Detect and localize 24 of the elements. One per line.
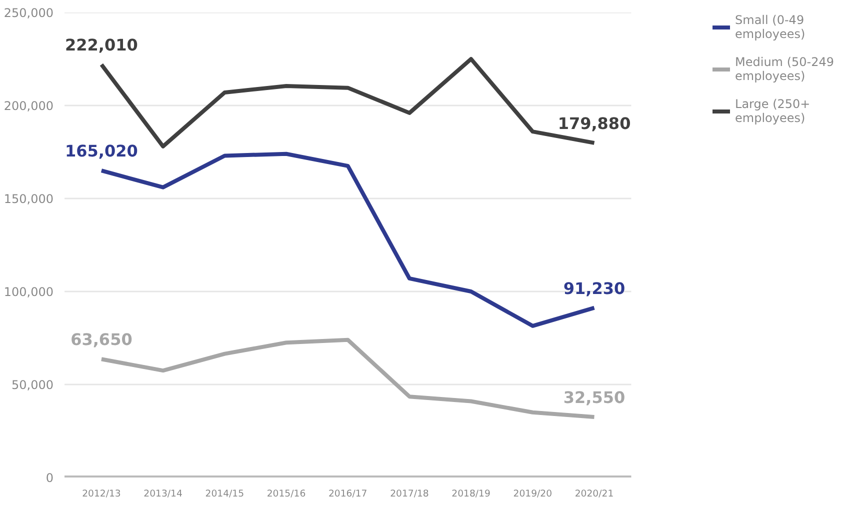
x-tick-label: 2016/17 [328, 488, 368, 500]
y-tick-label: 150,000 [4, 192, 54, 206]
y-tick-label: 250,000 [4, 6, 54, 20]
x-tick-label: 2012/13 [82, 488, 121, 500]
data-label: 91,230 [563, 278, 626, 298]
x-tick-label: 2015/16 [266, 488, 306, 500]
legend-label: Small (0-49 employees) [735, 12, 806, 42]
y-tick-label: 50,000 [12, 378, 54, 392]
data-label: 63,650 [70, 330, 132, 350]
data-label: 179,880 [558, 114, 631, 133]
x-tick-label: 2018/19 [452, 488, 490, 500]
x-tick-label: 2014/15 [205, 488, 244, 500]
legend-label: Medium (50-249 employees) [735, 54, 834, 84]
x-tick-label: 2019/20 [513, 488, 552, 500]
legend-label: Large (250+ employees) [735, 96, 810, 126]
x-tick-label: 2013/14 [144, 488, 182, 500]
y-tick-label: 200,000 [4, 99, 54, 113]
x-tick-label: 2020/21 [574, 488, 614, 500]
data-label: 222,010 [65, 36, 138, 55]
y-tick-label: 0 [46, 471, 54, 485]
data-label: 165,020 [65, 142, 138, 161]
data-label: 32,550 [563, 388, 626, 407]
y-tick-label: 100,000 [4, 285, 54, 299]
x-tick-label: 2017/18 [390, 488, 429, 500]
